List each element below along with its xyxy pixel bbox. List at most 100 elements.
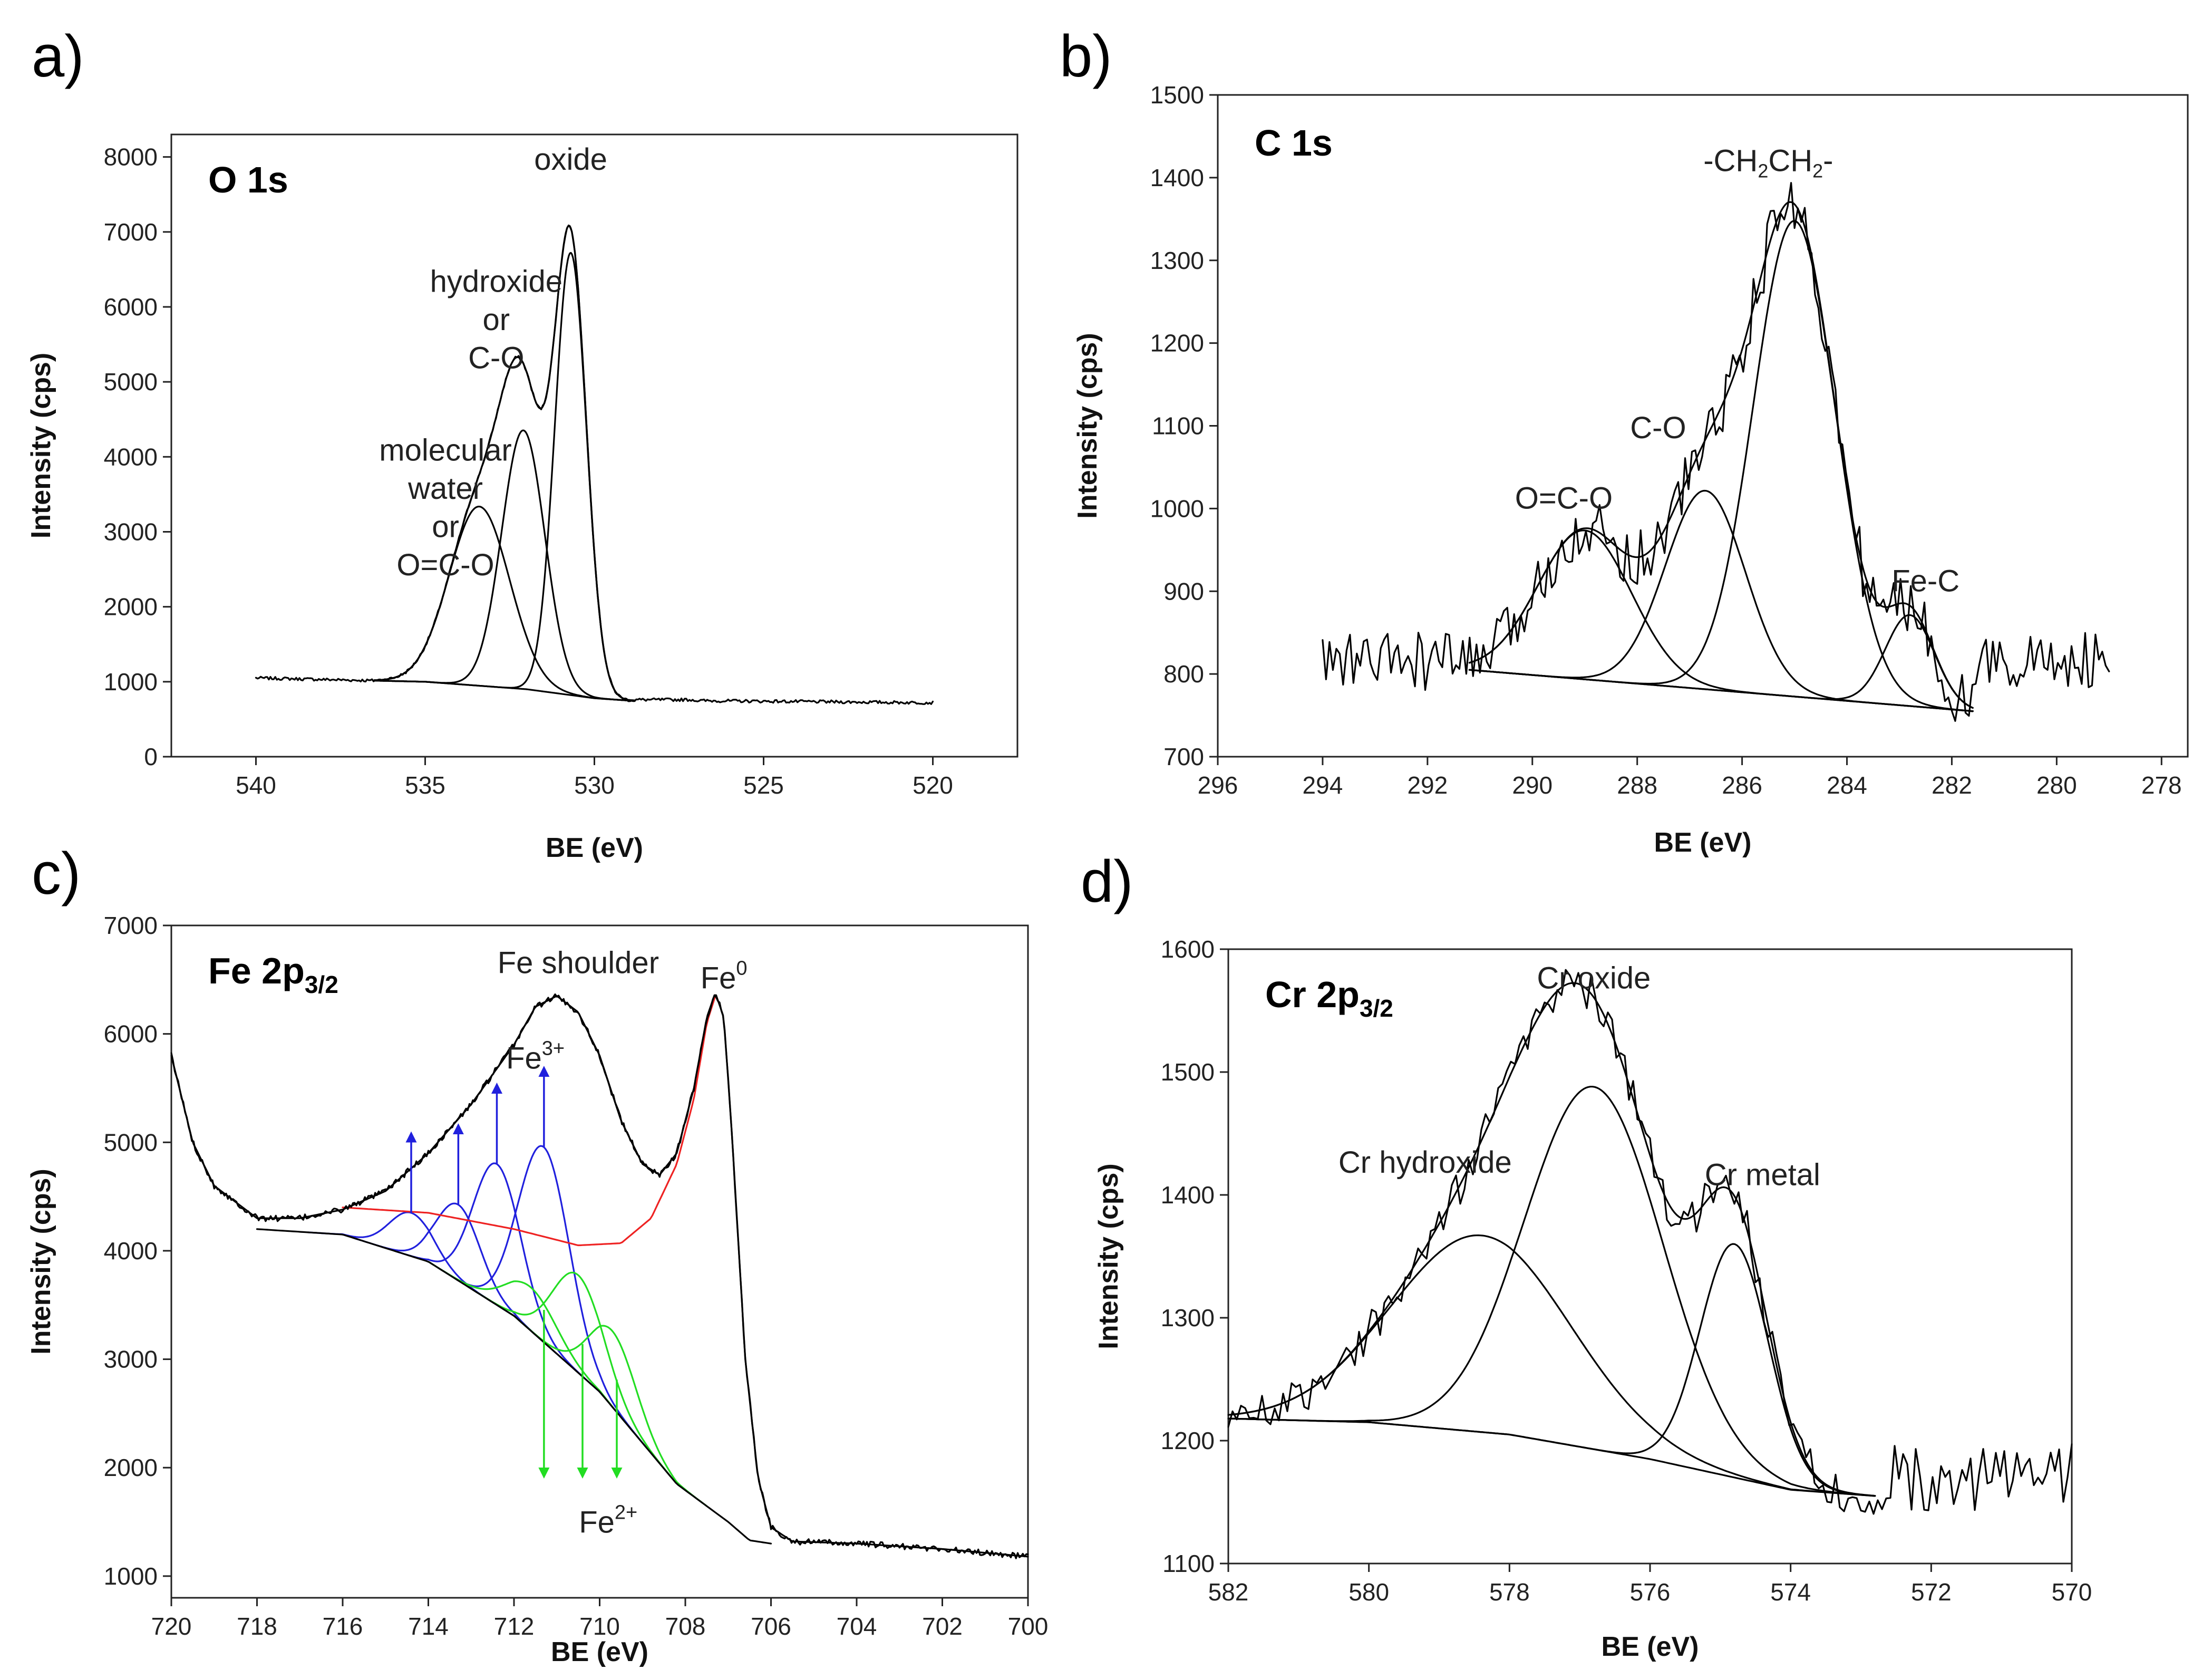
- x-tick-label: 288: [1617, 771, 1657, 799]
- y-tick-label: 1600: [1161, 935, 1215, 963]
- x-tick-label: 574: [1770, 1578, 1811, 1606]
- y-tick-label: 4000: [104, 443, 158, 470]
- peak-annotation: water: [408, 471, 483, 506]
- x-tick-label: 525: [743, 771, 784, 799]
- x-axis-label: BE (eV): [546, 833, 643, 863]
- x-tick-label: 700: [1008, 1613, 1049, 1640]
- peak-annotation: -CH2CH2-: [1703, 143, 1833, 181]
- y-tick-label: 1500: [1161, 1058, 1215, 1086]
- measured-spectrum-curve: [1322, 182, 2110, 722]
- peak-annotation: C-O: [468, 341, 524, 375]
- x-tick-label: 520: [913, 771, 953, 799]
- y-tick-label: 900: [1163, 577, 1204, 605]
- panel-label: b): [1060, 23, 1112, 89]
- panel-label: c): [32, 841, 81, 906]
- fit-envelope-curve: [170, 994, 1029, 1558]
- peak-annotation: O=C-O: [396, 548, 494, 582]
- x-axis-label: BE (eV): [1602, 1632, 1699, 1662]
- peak-annotation: C-O: [1630, 411, 1686, 445]
- peak-annotation: hydroxide: [430, 265, 562, 299]
- x-tick-label: 582: [1208, 1578, 1249, 1606]
- x-tick-label: 282: [1932, 771, 1972, 799]
- fit-envelope-curve: [1468, 201, 1974, 709]
- panel-title: Cr 2p3/2: [1265, 974, 1393, 1022]
- peak-annotation: Cr hydroxide: [1338, 1145, 1512, 1180]
- x-tick-label: 720: [151, 1613, 192, 1640]
- fit-component-curve: [1468, 614, 1974, 709]
- background-curve: [1227, 1417, 1876, 1497]
- peak-annotation: Fe shoulder: [498, 945, 659, 980]
- x-tick-label: 280: [2036, 771, 2077, 799]
- y-tick-label: 1100: [1162, 1550, 1215, 1577]
- y-tick-label: 1000: [104, 668, 158, 696]
- x-tick-label: 540: [236, 771, 276, 799]
- peak-annotation: Fe0: [701, 957, 748, 995]
- fit-component-curve: [1227, 1234, 1876, 1497]
- x-tick-label: 292: [1407, 771, 1448, 799]
- x-tick-label: 716: [323, 1613, 363, 1640]
- measured-spectrum-curve: [255, 224, 934, 705]
- x-axis-label: BE (eV): [1654, 827, 1752, 858]
- fit-component-curve: [1227, 1086, 1876, 1497]
- x-tick-label: 296: [1198, 771, 1238, 799]
- fit-envelope-curve: [1227, 982, 1876, 1497]
- y-tick-label: 5000: [104, 1128, 158, 1156]
- peak-annotation: or: [432, 509, 459, 544]
- fe2-component-curve: [509, 1312, 708, 1507]
- fe3-component-curve: [307, 1211, 515, 1317]
- panel-a-o1s: a) 540 535 530 525 520 0 1000 2000 3000 4000 5000 60…: [26, 23, 1018, 863]
- y-tick-label: 1300: [1150, 247, 1204, 274]
- y-tick-label: 5000: [104, 368, 158, 395]
- fe0-component-curve: [342, 995, 716, 1247]
- peak-annotation: Fe3+: [506, 1037, 565, 1075]
- x-tick-label: 294: [1303, 771, 1343, 799]
- x-tick-label: 706: [751, 1613, 791, 1640]
- y-tick-label: 1400: [1150, 164, 1204, 191]
- peak-annotation: Cr metal: [1705, 1157, 1820, 1192]
- y-tick-label: 3000: [104, 1346, 158, 1373]
- panel-title: O 1s: [208, 159, 288, 200]
- y-axis-label: Intensity (cps): [1093, 1163, 1124, 1349]
- x-tick-label: 702: [922, 1613, 963, 1640]
- fit-component-curve: [373, 506, 636, 701]
- x-tick-label: 710: [579, 1613, 620, 1640]
- y-tick-label: 2000: [104, 593, 158, 621]
- x-tick-label: 576: [1630, 1578, 1671, 1606]
- y-tick-label: 1100: [1152, 412, 1204, 440]
- y-tick-label: 1000: [1150, 495, 1204, 522]
- panel-b-c1s: b) 296 294 292 290 288 286 284 282 280 278 700 800 90…: [1060, 23, 2189, 858]
- x-tick-label: 535: [405, 771, 445, 799]
- x-tick-label: 718: [237, 1613, 277, 1640]
- fe2-component-curve: [474, 1271, 674, 1480]
- y-axis-label: Intensity (cps): [1072, 333, 1103, 519]
- panel-c-fe2p: c) 720 718 716 714 712 710 708 706 704 702 700 1000 2…: [26, 841, 1048, 1667]
- y-tick-label: 7000: [104, 218, 158, 246]
- measured-spectrum-curve: [170, 993, 1029, 1559]
- measured-spectrum-curve: [1227, 969, 2073, 1515]
- plot-frame: [170, 133, 1018, 758]
- x-tick-label: 290: [1512, 771, 1553, 799]
- background-curve: [1468, 669, 1974, 712]
- x-tick-label: 284: [1827, 771, 1867, 799]
- peak-annotation: or: [483, 303, 510, 337]
- y-tick-label: 8000: [104, 143, 158, 171]
- y-tick-label: 3000: [104, 518, 158, 545]
- y-tick-label: 1500: [1150, 81, 1204, 109]
- plot-frame: [1227, 948, 2073, 1565]
- x-tick-label: 278: [2141, 771, 2182, 799]
- x-tick-label: 712: [494, 1613, 535, 1640]
- peak-annotation: molecular: [379, 433, 511, 467]
- x-tick-label: 530: [574, 771, 615, 799]
- y-tick-label: 2000: [104, 1454, 158, 1481]
- y-tick-label: 0: [144, 743, 158, 770]
- x-tick-label: 286: [1722, 771, 1762, 799]
- panel-title: Fe 2p3/2: [208, 950, 338, 998]
- y-tick-label: 1400: [1161, 1181, 1215, 1209]
- fit-component-curve: [1468, 220, 1974, 712]
- y-tick-label: 4000: [104, 1237, 158, 1265]
- x-tick-label: 704: [837, 1613, 877, 1640]
- fit-component-curve: [1468, 489, 1974, 712]
- x-tick-label: 714: [408, 1613, 449, 1640]
- peak-annotation: O=C-O: [1515, 481, 1613, 515]
